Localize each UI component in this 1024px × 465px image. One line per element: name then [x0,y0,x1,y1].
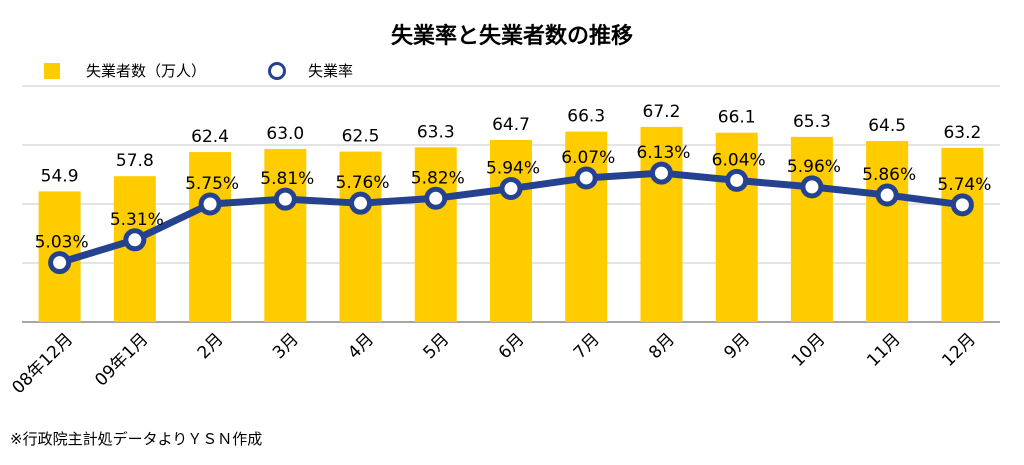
x-tick-label-7: 7月 [570,329,604,363]
rate-label-8: 6.13% [636,143,690,163]
bar-7 [565,131,608,322]
legend-swatch-bar [44,62,60,79]
x-tick-label-11: 11月 [863,329,904,370]
bar-3 [264,148,307,322]
bar-label-3: 63.0 [266,124,304,144]
rate-label-12: 5.74% [937,175,991,195]
rate-label-4: 5.76% [336,173,390,193]
x-tick-label-4: 4月 [344,329,378,363]
bar-5 [414,147,457,322]
bar-11 [866,141,909,322]
rate-marker-12 [950,193,974,217]
legend-label-unemployed: 失業者数（万人） [86,62,207,80]
rate-marker-6 [499,177,523,201]
bar-label-6: 64.7 [492,115,530,135]
rate-marker-11 [875,183,899,207]
x-tick-label-12: 12月 [938,329,979,370]
x-tick-label-8: 8月 [645,329,679,363]
bar-12 [941,147,984,322]
legend-swatch-line [268,61,287,80]
legend-item-unemployed: 失業者数（万人） [44,60,206,81]
x-tick-label-0: 08年12月 [8,329,77,398]
rate-label-3: 5.81% [260,169,314,189]
rate-marker-5 [424,186,448,210]
bar-label-7: 66.3 [567,107,605,127]
bar-4 [339,151,382,322]
chart-title: 失業率と失業者数の推移 [390,24,633,49]
bar-label-11: 64.5 [868,116,906,136]
x-tick-label-1: 09年1月 [91,329,152,390]
bar-8 [640,126,683,322]
legend: 失業者数（万人） 失業率 [44,60,415,81]
bar-10 [790,136,833,322]
rate-label-0: 5.03% [35,233,89,253]
x-tick-label-2: 2月 [194,329,228,363]
rate-label-1: 5.31% [110,210,164,230]
bar-label-1: 57.8 [116,151,154,171]
rate-label-9: 6.04% [712,150,766,170]
source-footnote: ※行政院主計処データよりＹＳＮ作成 [10,430,263,448]
bar-label-5: 63.3 [417,122,455,142]
x-tick-label-10: 10月 [788,329,829,370]
x-tick-label-5: 5月 [419,329,453,363]
rate-label-7: 6.07% [561,148,615,168]
bar-label-12: 63.2 [943,123,981,143]
bar-label-10: 65.3 [793,112,831,132]
bar-label-4: 62.5 [342,127,380,147]
bar-label-0: 54.9 [41,166,79,186]
rate-marker-3 [273,187,297,211]
rate-label-2: 5.75% [185,174,239,194]
rate-marker-9 [725,168,749,192]
bar-2 [189,152,232,322]
rate-marker-1 [123,228,147,252]
rate-marker-10 [800,175,824,199]
bar-label-8: 67.2 [643,102,681,122]
rate-label-6: 5.94% [486,159,540,179]
x-tick-label-3: 3月 [269,329,303,363]
legend-label-rate: 失業率 [308,62,354,80]
rate-label-5: 5.82% [411,168,465,188]
bar-6 [490,140,532,322]
rate-label-11: 5.86% [862,165,916,185]
rate-marker-7 [574,166,598,190]
rate-marker-4 [349,191,373,215]
rate-marker-2 [198,192,222,216]
rate-marker-0 [48,251,72,275]
bar-label-9: 66.1 [718,108,756,128]
x-tick-label-6: 6月 [495,329,529,363]
rate-marker-8 [649,161,673,185]
bar-9 [715,132,758,322]
bar-label-2: 62.4 [191,127,229,147]
x-tick-label-9: 9月 [720,329,754,363]
rate-label-10: 5.96% [787,157,841,177]
legend-item-rate: 失業率 [268,60,353,81]
